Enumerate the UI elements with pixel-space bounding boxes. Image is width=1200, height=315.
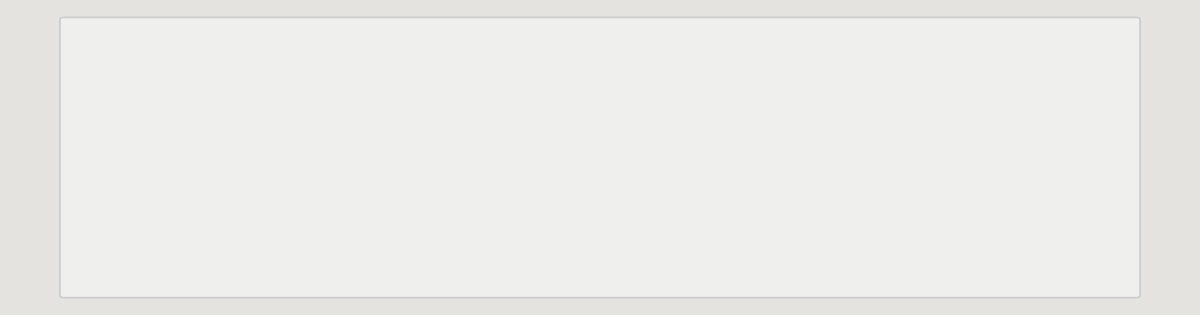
Text: [ Select ]: [ Select ] (570, 108, 661, 128)
Text: v: v (364, 250, 372, 266)
Text: [ Select ]: [ Select ] (210, 245, 301, 265)
Text: °: ° (476, 42, 482, 54)
Text: +: + (221, 42, 232, 54)
Text: What is the cell potential for a cell If the concentration of copper ion is 1E-4: What is the cell potential for a cell If… (90, 182, 1085, 202)
Text: 2E-3M?: 2E-3M? (90, 245, 163, 265)
Bar (530, 102, 720, 134)
Text: 3+: 3+ (330, 42, 349, 54)
Bar (170, 239, 360, 271)
Text: cell = 0.944 V: cell = 0.944 V (482, 45, 625, 65)
Text: <----> Cr: <----> Cr (232, 45, 330, 65)
Text: How many electrons are passing in this reaction?: How many electrons are passing in this r… (90, 108, 587, 128)
Text: v: v (726, 113, 734, 129)
Text: Cr (s) + 3 Cu: Cr (s) + 3 Cu (90, 45, 221, 65)
Text: + 3 Cu (s) E: + 3 Cu (s) E (349, 45, 476, 65)
